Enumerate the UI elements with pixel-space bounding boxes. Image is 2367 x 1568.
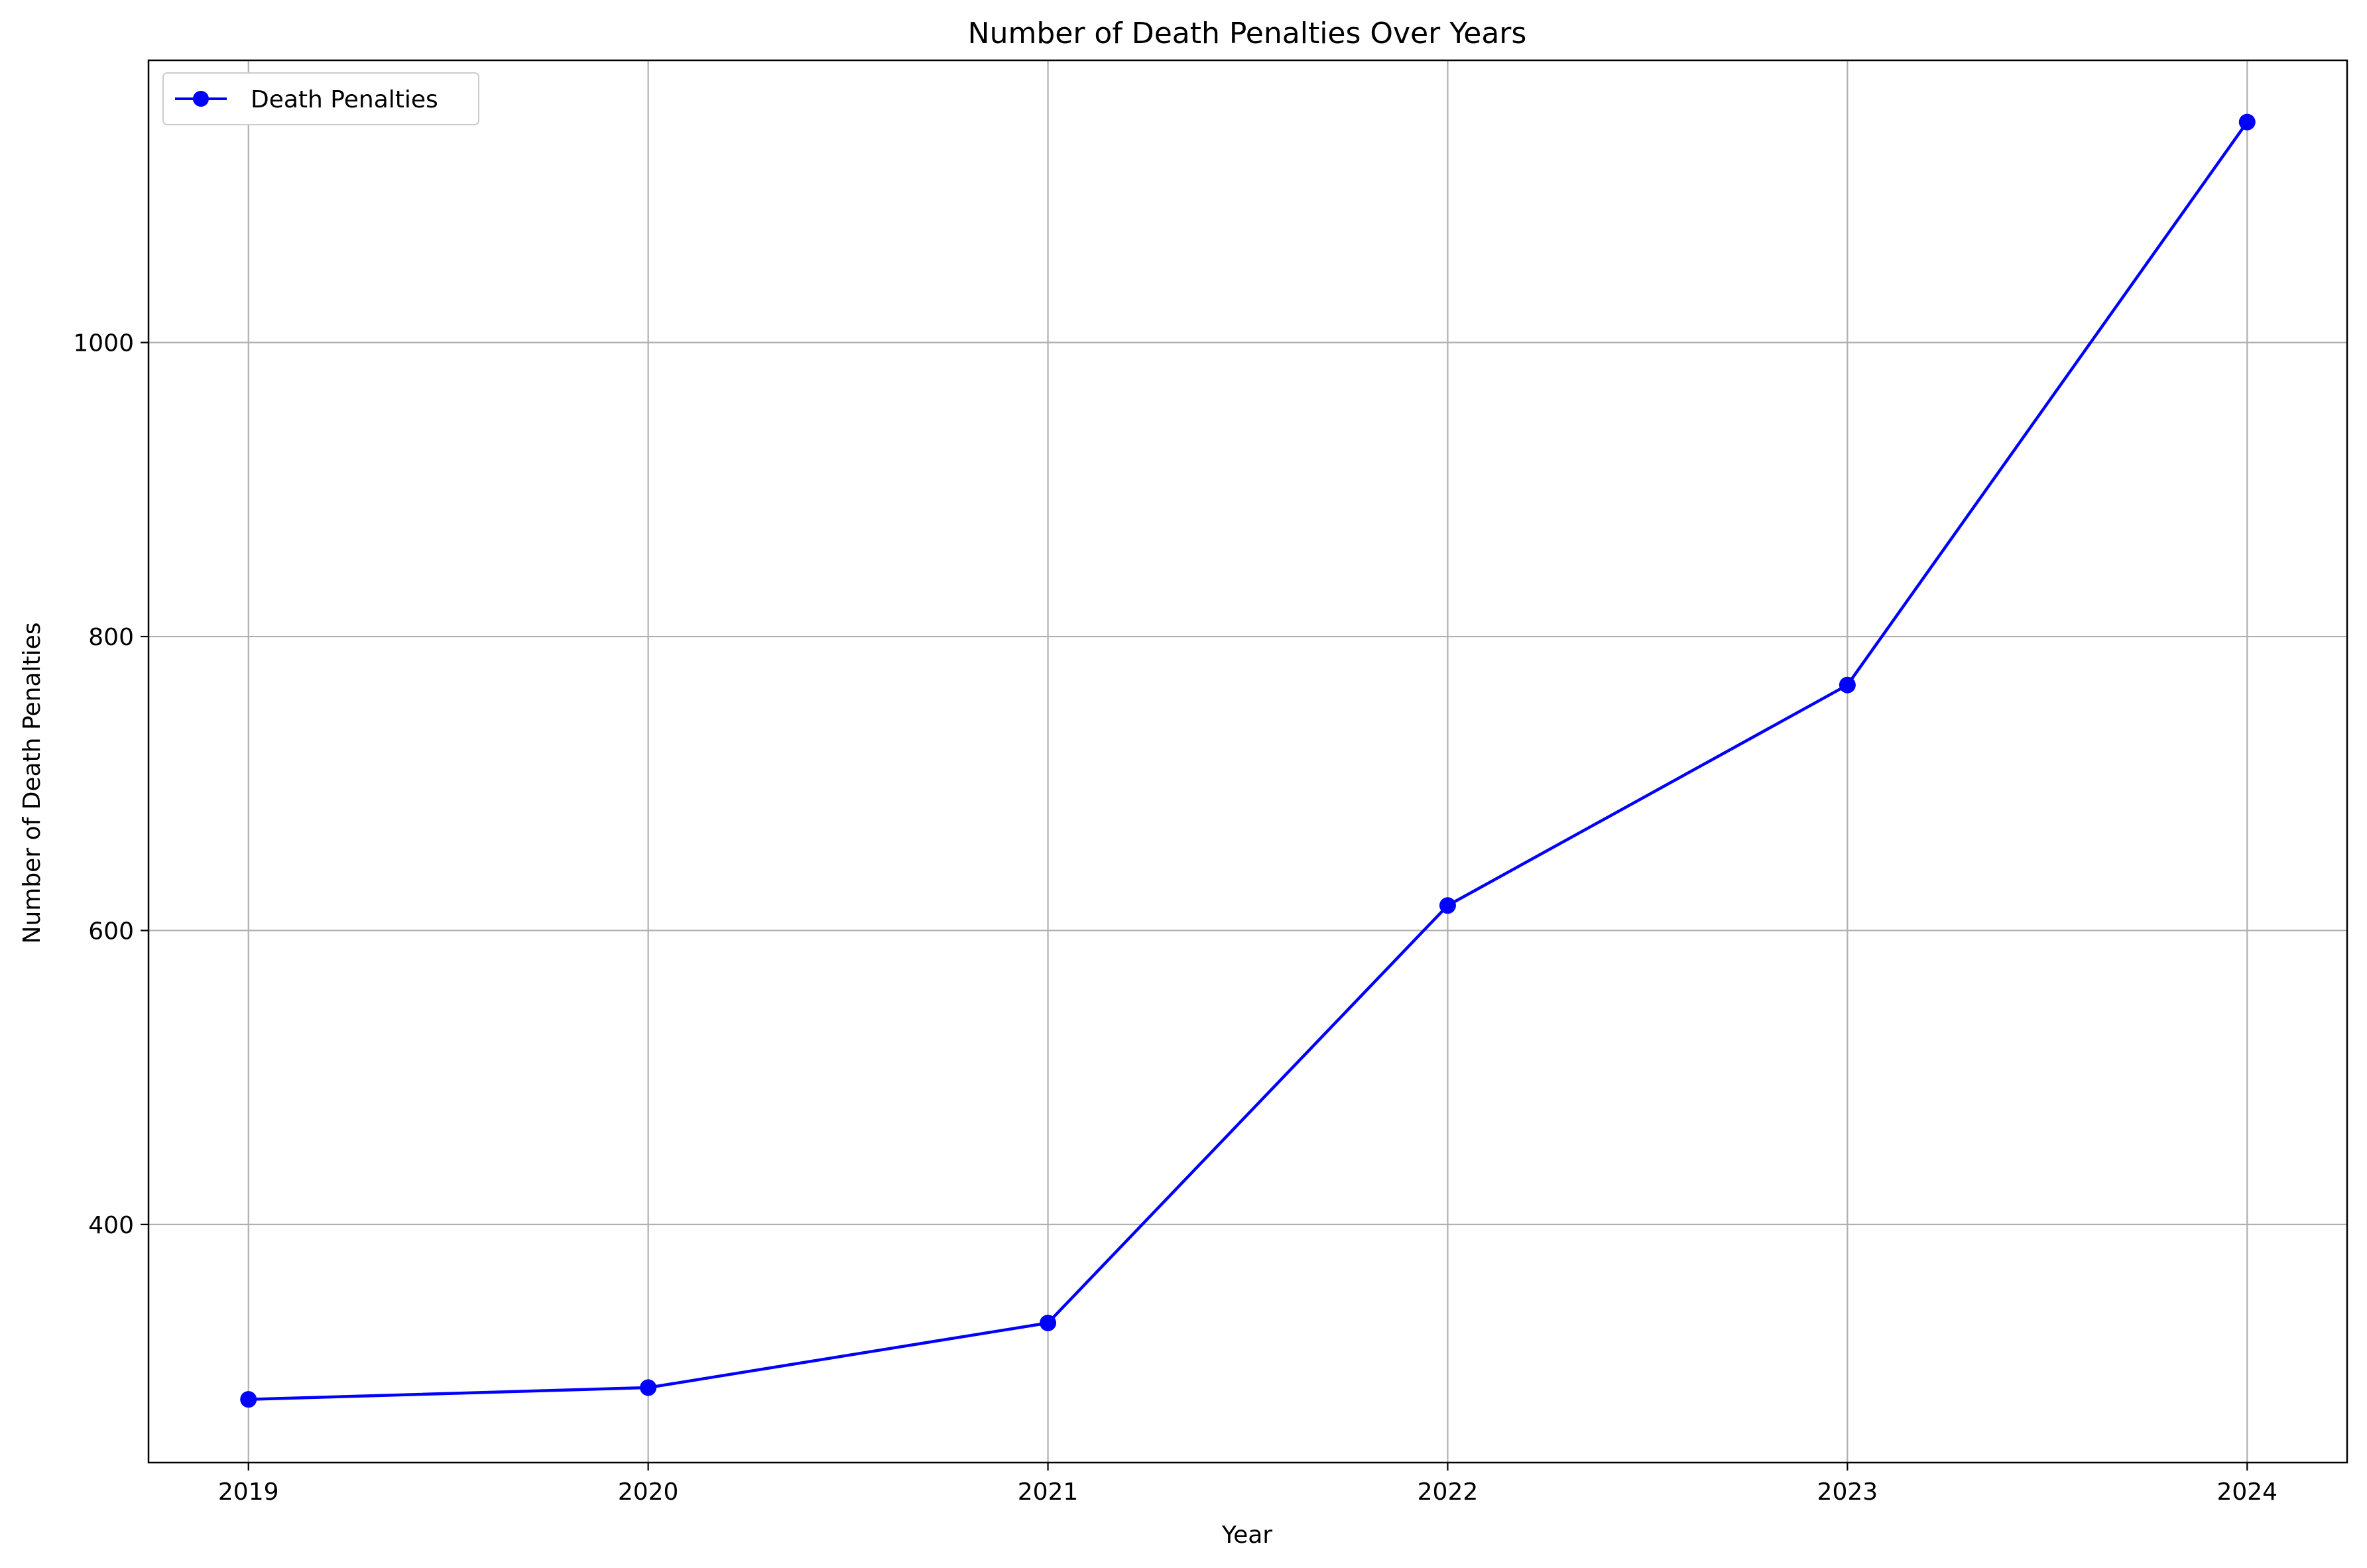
chart-title: Number of Death Penalties Over Years [968, 17, 1527, 50]
x-tick-label: 2022 [1418, 1478, 1479, 1506]
grid-lines [149, 60, 2347, 1463]
x-axis-title: Year [1221, 1522, 1272, 1549]
legend-marker-swatch [193, 91, 209, 107]
legend: Death Penalties [162, 72, 479, 125]
data-point [1040, 1314, 1057, 1331]
x-tick-label: 2021 [1018, 1478, 1079, 1506]
data-point [1839, 676, 1856, 694]
y-tick-label: 1000 [73, 330, 134, 357]
y-axis-ticks: 400 600 800 1000 [73, 330, 149, 1239]
x-tick-label: 2023 [1817, 1478, 1878, 1506]
data-point [640, 1379, 657, 1396]
x-axis-ticks: 2019 2020 2021 2022 2023 2024 [218, 1463, 2277, 1506]
data-point [1439, 897, 1456, 914]
data-point [2238, 113, 2256, 131]
y-tick-label: 400 [88, 1212, 134, 1239]
x-tick-label: 2019 [218, 1478, 279, 1506]
y-axis-title: Number of Death Penalties [19, 623, 46, 944]
y-tick-label: 600 [88, 918, 134, 945]
series-line [248, 121, 2249, 1401]
x-tick-label: 2020 [618, 1478, 679, 1506]
legend-box [162, 72, 479, 125]
data-point [240, 1391, 257, 1408]
y-tick-label: 800 [88, 624, 134, 651]
plot-area-frame [147, 59, 2348, 1464]
legend-label: Death Penalties [251, 86, 438, 113]
data-series [240, 113, 2256, 1408]
x-tick-label: 2024 [2216, 1478, 2277, 1506]
